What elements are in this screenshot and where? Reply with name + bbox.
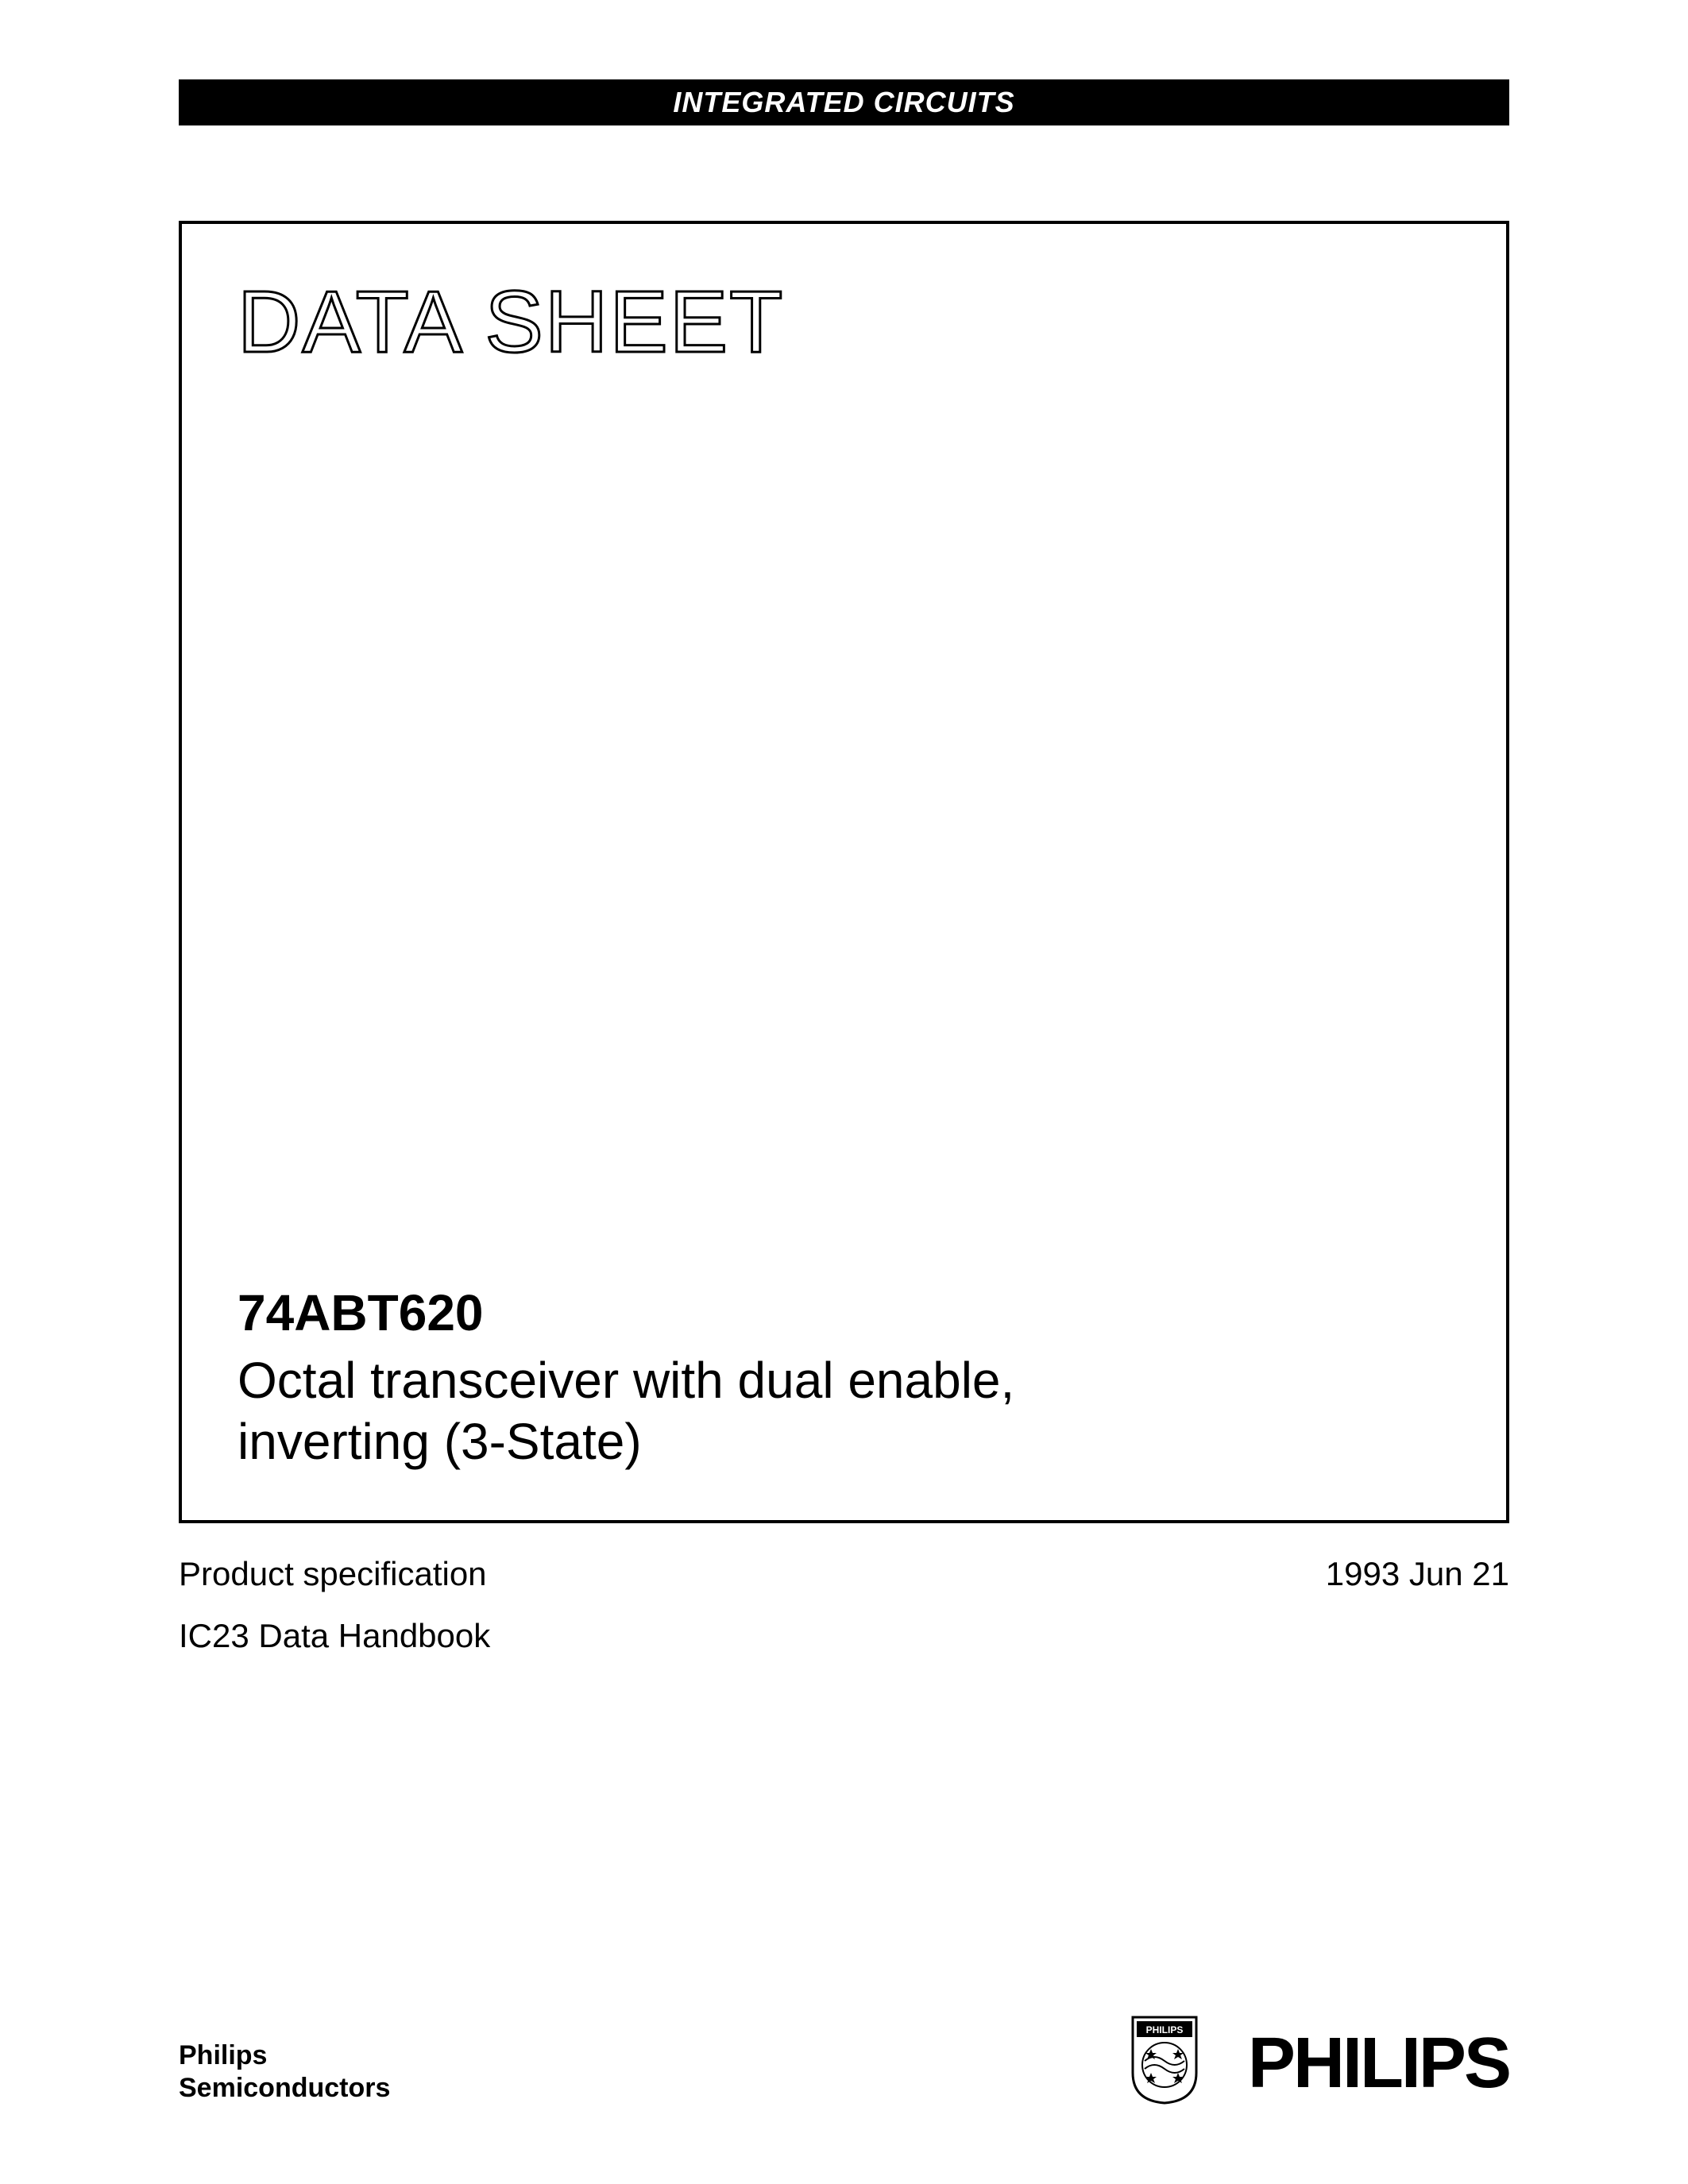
footer-company: Philips Semiconductors: [179, 2039, 390, 2105]
philips-shield-icon: PHILIPS: [1129, 2013, 1200, 2105]
header-banner: INTEGRATED CIRCUITS: [179, 79, 1509, 125]
footer-company-line1: Philips: [179, 2039, 390, 2072]
svg-text:PHILIPS: PHILIPS: [1146, 2024, 1184, 2035]
main-content-box: DATA SHEET 74ABT620 Octal transceiver wi…: [179, 221, 1509, 1523]
part-description-line1: Octal transceiver with dual enable,: [238, 1350, 1014, 1411]
part-description-line2: inverting (3-State): [238, 1411, 1014, 1472]
handbook-row: IC23 Data Handbook: [179, 1617, 1509, 1655]
data-sheet-title: DATA SHEET: [238, 272, 1450, 372]
footer-company-line2: Semiconductors: [179, 2072, 390, 2105]
footer: Philips Semiconductors PHILIPS PHILIPS: [179, 2013, 1509, 2105]
part-number: 74ABT620: [238, 1283, 1014, 1342]
spec-label: Product specification: [179, 1555, 487, 1593]
handbook-text: IC23 Data Handbook: [179, 1617, 490, 1654]
spec-date: 1993 Jun 21: [1326, 1555, 1509, 1593]
page-container: INTEGRATED CIRCUITS DATA SHEET 74ABT620 …: [0, 0, 1688, 2184]
product-block: 74ABT620 Octal transceiver with dual ena…: [238, 1283, 1014, 1472]
header-banner-text: INTEGRATED CIRCUITS: [673, 86, 1014, 118]
footer-right: PHILIPS PHILIPS: [1129, 2013, 1509, 2105]
spec-row: Product specification 1993 Jun 21: [179, 1555, 1509, 1593]
philips-wordmark: PHILIPS: [1248, 2023, 1509, 2105]
